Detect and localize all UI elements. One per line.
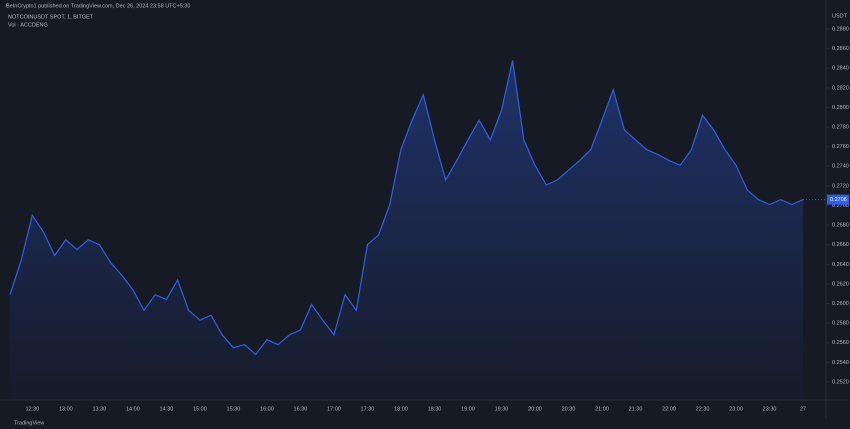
x-tick-label: 16:00	[260, 406, 274, 412]
y-tick-label: 0.2580	[832, 321, 849, 327]
x-tick-label: 20:30	[562, 406, 576, 412]
y-tick-label: 0.2820	[832, 85, 849, 91]
x-tick-label: 23:30	[763, 406, 777, 412]
publisher: BeInCrypto1 published on TradingView.com…	[6, 3, 190, 9]
x-tick-label: 15:00	[193, 406, 207, 412]
x-tick-label: 23:00	[729, 406, 743, 412]
line	[9, 60, 804, 356]
x-tick-label: 14:00	[126, 406, 140, 412]
x-tick-label: 14:30	[159, 406, 173, 412]
y-tick-label: 0.2760	[832, 144, 849, 150]
x-tick-label: 21:30	[629, 406, 643, 412]
x-tick-label: 19:30	[495, 406, 509, 412]
price-tag	[827, 194, 849, 205]
y-tick-label: 0.2620	[832, 281, 849, 287]
y-tick-label: 0.2800	[832, 105, 849, 111]
y-tick-label: 0.2720	[832, 183, 849, 189]
x-tick-label: 18:00	[394, 406, 408, 412]
indicator: Vol · ACCDENG	[8, 22, 48, 28]
x-tick-label: 27	[800, 406, 806, 412]
x-tick-label: 22:00	[662, 406, 676, 412]
x-tick-label: 17:00	[327, 406, 341, 412]
y-tick-label: 0.2600	[832, 301, 849, 307]
x-tick-label: 13:00	[59, 406, 73, 412]
chart-title: NOTCOINUSDT SPOT, 1, BITGET	[8, 14, 94, 20]
y-tick-label: 0.2840	[832, 66, 849, 72]
y-tick-label: 0.2560	[832, 340, 849, 346]
x-tick-label: 19:00	[461, 406, 475, 412]
y-tick-label: 0.2680	[832, 223, 849, 229]
y-tick-label: 0.2660	[832, 242, 849, 248]
x-tick-label: 20:00	[528, 406, 542, 412]
x-tick-label: 16:30	[294, 406, 308, 412]
x-tick-label: 15:30	[227, 406, 241, 412]
x-tick-label: 21:00	[595, 406, 609, 412]
x-tick-label: 18:30	[428, 406, 442, 412]
y-tick-label: 0.2640	[832, 262, 849, 268]
area	[10, 60, 804, 401]
x-tick-label: 17:30	[361, 406, 375, 412]
x-tick-label: 22:30	[696, 406, 710, 412]
x-tick-label: 13:30	[92, 406, 106, 412]
currency: USDT	[832, 13, 848, 19]
y-tick-label: 0.2700	[832, 203, 849, 209]
x-tick-label: 12:30	[25, 406, 39, 412]
price-tag-label: 0.2706	[830, 197, 847, 203]
y-tick-label: 0.2860	[832, 46, 849, 52]
y-tick-label: 0.2540	[832, 360, 849, 366]
brand: TradingView	[14, 420, 44, 426]
y-tick-label: 0.2740	[832, 164, 849, 170]
y-tick-label: 0.2880	[832, 26, 849, 32]
y-tick-label: 0.2520	[832, 379, 849, 385]
y-tick-label: 0.2780	[832, 125, 849, 131]
